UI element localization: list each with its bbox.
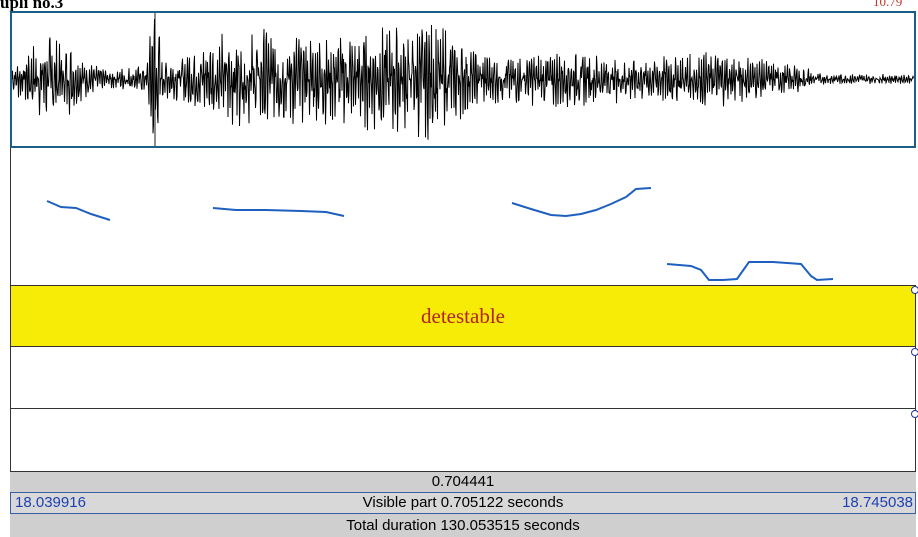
- pitch-segment: [666, 261, 834, 282]
- waveform-trace: [12, 18, 914, 140]
- pitch-segment: [212, 207, 345, 217]
- selection-duration-bar[interactable]: 0.704441: [10, 472, 916, 492]
- interval-label[interactable]: detestable: [421, 303, 505, 328]
- visible-part-bar[interactable]: 18.039916 Visible part 0.705122 seconds …: [10, 492, 916, 514]
- selection-duration-value: 0.704441: [431, 473, 495, 490]
- total-duration-label: Total duration 130.053515 seconds: [346, 517, 580, 534]
- pitch-segment: [511, 187, 652, 218]
- annotation-tier-1[interactable]: detestable: [10, 285, 918, 347]
- visible-part-label: Visible part 0.705122 seconds: [362, 494, 564, 511]
- top-right-value-fragment: 10.79: [873, 0, 903, 9]
- visible-end-time: 18.745038: [842, 494, 913, 511]
- waveform-pane[interactable]: [10, 11, 916, 148]
- pitch-pane[interactable]: [10, 148, 916, 285]
- annotation-tier-3[interactable]: [10, 408, 918, 472]
- visible-start-time: 18.039916: [15, 494, 86, 511]
- tier-handle-icon[interactable]: [911, 286, 918, 294]
- waveform-graph: [12, 13, 914, 146]
- pitch-segment: [46, 200, 111, 221]
- window-title-fragment: upli no.3: [0, 0, 64, 12]
- tier-handle-icon[interactable]: [911, 348, 918, 356]
- tier-handle-icon[interactable]: [911, 410, 918, 418]
- total-duration-bar[interactable]: Total duration 130.053515 seconds: [10, 514, 916, 537]
- annotation-tier-2[interactable]: [10, 346, 918, 409]
- pitch-contour-graph: [46, 187, 834, 282]
